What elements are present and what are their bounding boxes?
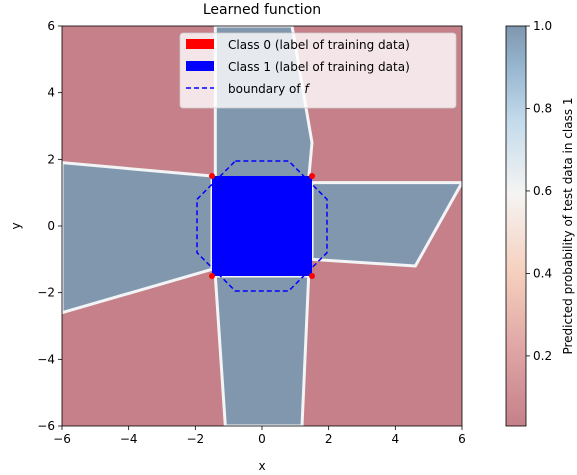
class0-point-0 bbox=[209, 173, 215, 179]
x-tick-label: 6 bbox=[458, 432, 466, 446]
legend-label-boundary-math: f bbox=[304, 82, 310, 96]
colorbar: 0.2 0.4 0.6 0.8 1.0 Predicted probability of… bbox=[505, 19, 575, 427]
x-tick-label: −2 bbox=[186, 432, 204, 446]
y-tick-label: −6 bbox=[37, 419, 55, 433]
class1-region-2 bbox=[213, 274, 311, 426]
x-tick-label: 4 bbox=[392, 432, 400, 446]
legend-swatch-class1 bbox=[186, 61, 214, 71]
y-tick-label: 0 bbox=[47, 219, 55, 233]
y-tick-label: −2 bbox=[37, 286, 55, 300]
legend-label-class0: Class 0 (label of training data) bbox=[228, 38, 410, 52]
y-tick-label: 4 bbox=[47, 86, 55, 100]
legend-label-class1: Class 1 (label of training data) bbox=[228, 60, 410, 74]
x-tick-label: −4 bbox=[120, 432, 138, 446]
class0-training-data bbox=[209, 173, 315, 279]
legend-box bbox=[179, 32, 457, 109]
y-tick-label: −4 bbox=[37, 352, 55, 366]
colorbar-tick-label: 1.0 bbox=[533, 19, 552, 33]
x-tick-label: −6 bbox=[53, 432, 71, 446]
x-axis-label: x bbox=[258, 459, 265, 473]
y-axis-label: y bbox=[9, 222, 23, 229]
x-tick-label: 0 bbox=[258, 432, 266, 446]
class1-training-data bbox=[212, 176, 312, 276]
y-tick-label: 6 bbox=[47, 19, 55, 33]
y-tick-label: 2 bbox=[47, 152, 55, 166]
y-axis: −6 −4 −2 0 2 4 6 bbox=[37, 19, 62, 433]
class0-point-2 bbox=[209, 273, 215, 279]
colorbar-ticks: 0.2 0.4 0.6 0.8 1.0 bbox=[526, 19, 552, 363]
class0-point-3 bbox=[309, 273, 315, 279]
legend-label-boundary-prefix: boundary of bbox=[228, 82, 304, 96]
legend-label-boundary: boundary of f bbox=[228, 82, 310, 96]
colorbar-tick-label: 0.8 bbox=[533, 101, 552, 115]
colorbar-label: Predicted probability of test data in cl… bbox=[561, 97, 575, 354]
colorbar-tick-label: 0.6 bbox=[533, 184, 552, 198]
legend-swatch-class0 bbox=[186, 39, 214, 49]
x-tick-label: 2 bbox=[325, 432, 333, 446]
colorbar-tick-label: 0.2 bbox=[533, 349, 552, 363]
colorbar-gradient bbox=[505, 25, 527, 427]
legend: Class 0 (label of training data) Class 1… bbox=[179, 32, 457, 109]
chart-title: Learned function bbox=[203, 2, 321, 18]
class0-point-1 bbox=[309, 173, 315, 179]
colorbar-tick-label: 0.4 bbox=[533, 266, 552, 280]
x-axis: −6 −4 −2 0 2 4 6 bbox=[53, 426, 466, 446]
